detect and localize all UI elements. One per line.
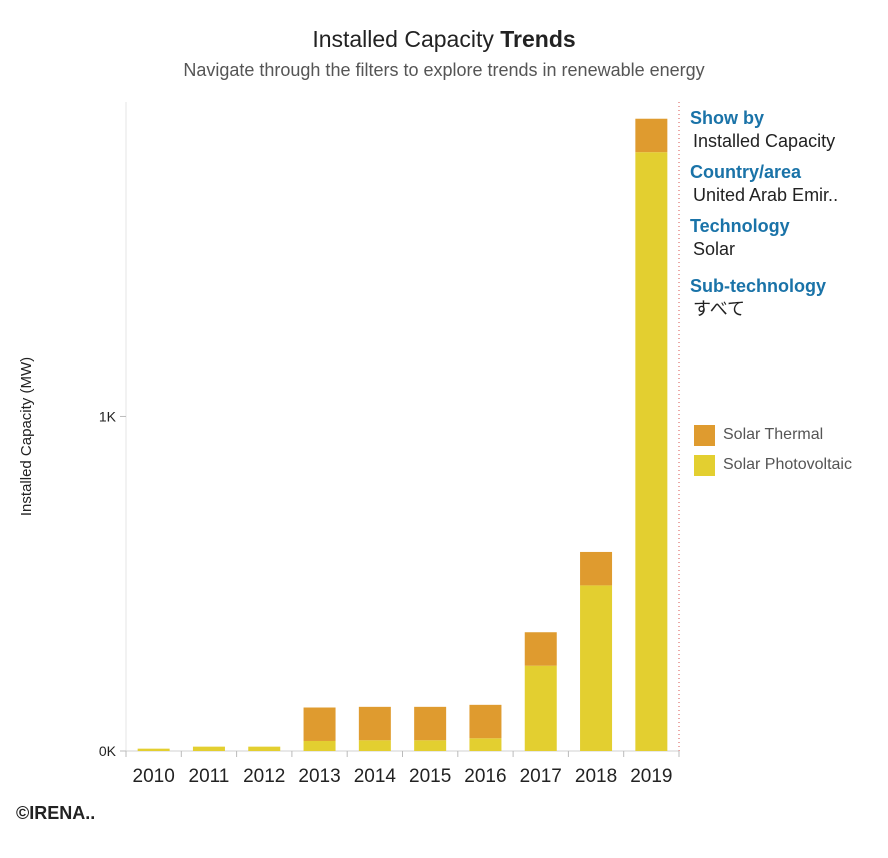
x-tick-label-2013: 2013 [298, 766, 340, 787]
filter-panel: Show by Installed Capacity Country/area … [690, 106, 880, 320]
bar-solar-photovoltaic-2019 [635, 152, 668, 751]
bar-solar-photovoltaic-2016 [469, 738, 502, 751]
filter-subtech[interactable]: Sub-technology すべて [690, 274, 880, 320]
filter-country-label: Country/area [690, 162, 802, 182]
filter-show-by-value[interactable]: Installed Capacity [693, 131, 836, 151]
bar-solar-photovoltaic-2012 [248, 746, 281, 751]
bar-solar-photovoltaic-2015 [414, 740, 447, 751]
copyright-text: ©IRENA.. [16, 803, 96, 823]
legend-item-solar-pv[interactable]: Solar Photovoltaic [694, 450, 852, 480]
bar-solar-thermal-2017 [524, 632, 557, 666]
filter-country[interactable]: Country/area United Arab Emir.. [690, 160, 880, 206]
filter-show-by-label: Show by [690, 108, 765, 128]
x-tick-label-2010: 2010 [133, 766, 175, 787]
x-tick-label-2016: 2016 [464, 766, 506, 787]
legend-swatch-solar-thermal [694, 424, 715, 446]
bar-solar-thermal-2015 [414, 706, 447, 741]
y-tick-label: 0K [99, 743, 117, 759]
filter-technology-label: Technology [690, 216, 790, 236]
filter-technology-value[interactable]: Solar [693, 239, 736, 259]
x-tick-label-2018: 2018 [575, 766, 617, 787]
bar-solar-photovoltaic-2014 [358, 740, 391, 751]
legend-label-solar-pv: Solar Photovoltaic [723, 456, 852, 473]
x-tick-label-2015: 2015 [409, 766, 451, 787]
legend: Solar Thermal Solar Photovoltaic [694, 420, 852, 480]
y-tick-label: 1K [99, 408, 117, 424]
x-tick-label-2012: 2012 [243, 766, 285, 787]
filter-technology[interactable]: Technology Solar [690, 214, 880, 260]
filter-subtech-value[interactable]: すべて [693, 299, 746, 319]
bar-solar-thermal-2019 [635, 118, 668, 153]
bar-solar-photovoltaic-2017 [524, 665, 557, 751]
x-tick-label-2014: 2014 [354, 766, 397, 787]
legend-label-solar-thermal: Solar Thermal [723, 426, 824, 443]
legend-swatch-solar-pv [694, 454, 715, 476]
chart-subtitle: Navigate through the filters to explore … [183, 60, 705, 80]
bar-solar-thermal-2013 [303, 707, 336, 741]
y-axis-label: Installed Capacity (MW) [18, 357, 35, 516]
chart-title-bold: Trends [500, 26, 576, 52]
chart-title-main: Installed Capacity [312, 26, 494, 52]
x-tick-label-2017: 2017 [520, 766, 562, 787]
bar-solar-thermal-2018 [580, 551, 613, 586]
legend-item-solar-thermal[interactable]: Solar Thermal [694, 420, 852, 450]
bar-solar-thermal-2016 [469, 704, 502, 739]
bar-solar-photovoltaic-2013 [303, 740, 336, 751]
x-tick-label-2011: 2011 [189, 766, 230, 787]
filter-country-value[interactable]: United Arab Emir.. [693, 185, 839, 205]
x-tick-label-2019: 2019 [630, 766, 672, 787]
filter-subtech-label: Sub-technology [690, 276, 826, 296]
bar-solar-photovoltaic-2011 [192, 746, 225, 751]
filter-show-by[interactable]: Show by Installed Capacity [690, 106, 880, 152]
bar-solar-photovoltaic-2010 [137, 748, 170, 751]
chart-title: Installed Capacity Trends [0, 26, 888, 53]
bar-solar-thermal-2014 [358, 706, 391, 741]
bar-solar-photovoltaic-2018 [580, 585, 613, 751]
